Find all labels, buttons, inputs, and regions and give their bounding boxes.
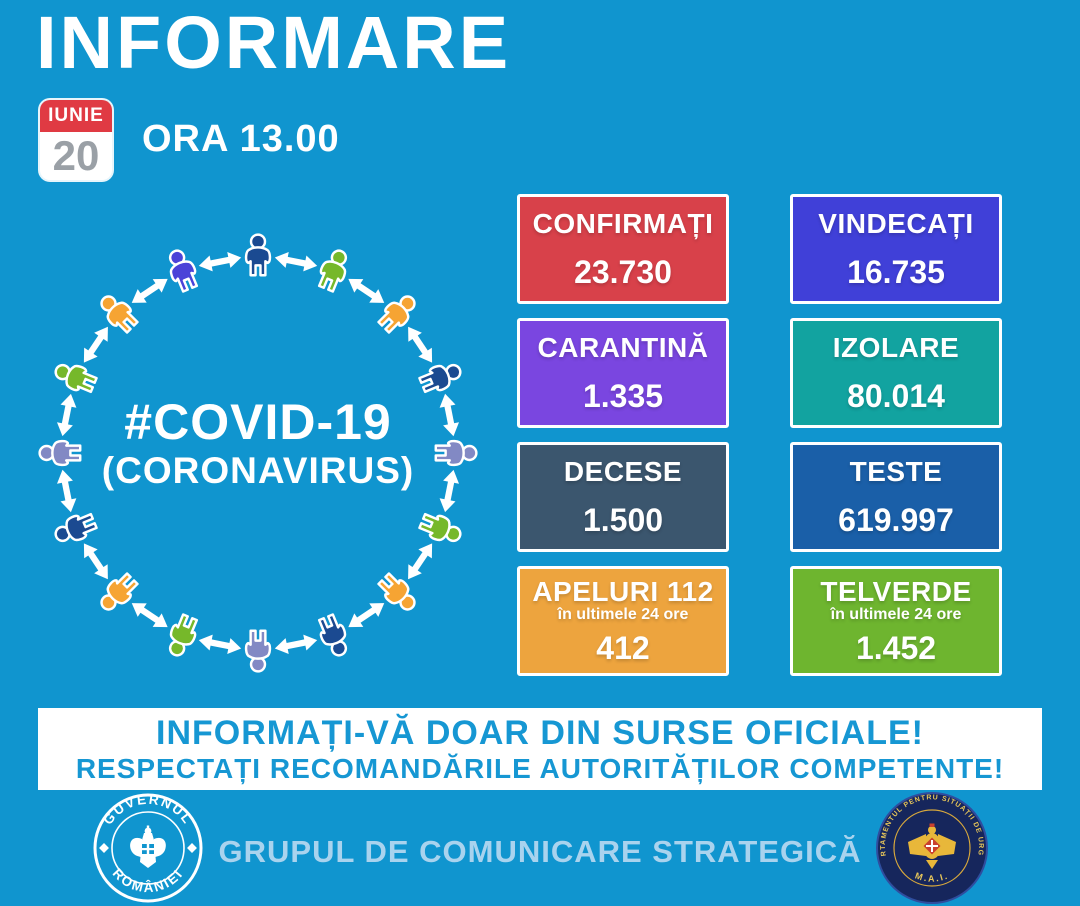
person-icon — [168, 249, 199, 293]
stat-value: 23.730 — [574, 253, 672, 290]
person-icon — [377, 295, 416, 334]
double-arrow-icon — [83, 326, 108, 363]
eagle-emblem-icon — [130, 825, 166, 868]
dsu-mai-text: M.A.I. — [914, 870, 950, 883]
stat-label: IZOLARE — [832, 331, 960, 363]
coronavirus-subtitle: (CORONAVIRUS) — [101, 450, 415, 491]
calendar-month: IUNIE — [40, 100, 112, 132]
stat-label: CONFIRMAȚI — [532, 207, 714, 239]
double-arrow-icon — [198, 252, 242, 272]
double-arrow-icon — [198, 634, 242, 655]
double-arrow-icon — [57, 469, 77, 513]
stat-sublabel: în ultimele 24 ore — [557, 605, 689, 623]
covid-hashtag: #COVID-19 — [124, 394, 392, 450]
person-icon — [317, 249, 348, 293]
person-icon — [168, 613, 199, 657]
time-label: ORA 13.00 — [142, 118, 340, 160]
double-arrow-icon — [408, 326, 433, 363]
stat-value: 1.335 — [582, 377, 664, 414]
dsu-eagle-emblem-icon — [908, 823, 956, 869]
stat-label: VINDECAȚI — [818, 207, 974, 239]
footer-message: GRUPUL DE COMUNICARE STRATEGICĂ — [218, 834, 862, 869]
stat-value: 1.500 — [582, 501, 664, 538]
stat-value: 80.014 — [847, 377, 945, 414]
banner-line-2: RESPECTAȚI RECOMANDĂRILE AUTORITĂȚILOR C… — [75, 752, 1005, 784]
stat-value: 1.452 — [855, 629, 937, 666]
page-title: INFORMARE — [36, 1, 512, 84]
person-icon — [377, 572, 416, 611]
person-icon — [434, 439, 478, 467]
person-icon — [100, 572, 139, 611]
double-arrow-icon — [83, 543, 108, 580]
dsu-mai-seal-icon: DEPARTAMENTUL PENTRU SITUAȚII DE URGENȚĂ… — [874, 790, 988, 904]
person-icon — [244, 629, 272, 673]
double-arrow-icon — [131, 278, 168, 303]
stat-card-decese: DECESE 1.500 — [517, 442, 729, 552]
stat-card-vindecati: VINDECAȚI 16.735 — [790, 194, 1002, 304]
stats-grid: CONFIRMAȚI 23.730 VINDECAȚI 16.735 CARAN… — [517, 194, 1002, 676]
stat-label: DECESE — [563, 455, 683, 487]
stat-label: APELURI 112 — [532, 575, 714, 607]
double-arrow-icon — [56, 393, 77, 437]
stat-card-teste: TESTE 619.997 — [790, 442, 1002, 552]
stat-card-apeluri-112: APELURI 112 în ultimele 24 ore 412 — [517, 566, 729, 676]
double-arrow-icon — [439, 393, 459, 437]
stat-label: TESTE — [849, 455, 943, 487]
seal-outer-ring — [93, 793, 203, 903]
stat-value: 412 — [596, 629, 650, 666]
stat-value: 16.735 — [847, 253, 945, 290]
stat-card-izolare: IZOLARE 80.014 — [790, 318, 1002, 428]
seal-left-diamond — [99, 843, 109, 853]
banner-line-1: INFORMAȚI-VĂ DOAR DIN SURSE OFICIALE! — [156, 713, 924, 752]
double-arrow-icon — [348, 603, 385, 628]
dsu-inner-ring — [893, 809, 971, 887]
person-icon — [317, 613, 348, 657]
stat-sublabel: în ultimele 24 ore — [830, 605, 962, 623]
person-icon — [418, 512, 462, 543]
transmission-ring-section: #COVID-19 (CORONAVIRUS) — [38, 226, 478, 680]
double-arrow-icon — [131, 603, 168, 628]
double-arrow-icon — [348, 278, 385, 303]
official-sources-banner: INFORMAȚI-VĂ DOAR DIN SURSE OFICIALE! RE… — [38, 708, 1042, 790]
stat-card-confirmati: CONFIRMAȚI 23.730 — [517, 194, 729, 304]
stat-label: CARANTINĂ — [537, 331, 709, 363]
person-icon — [244, 233, 272, 277]
person-icon — [418, 363, 462, 394]
seal-top-text: GUVERNUL — [100, 792, 196, 828]
person-icon — [54, 512, 98, 543]
calendar-day: 20 — [52, 132, 100, 179]
transmission-ring — [38, 233, 478, 673]
stat-value: 619.997 — [838, 501, 954, 538]
double-arrow-icon — [274, 251, 318, 272]
double-arrow-icon — [439, 469, 460, 513]
seal-bottom-text: ROMÂNIEI — [110, 866, 187, 896]
person-icon — [38, 439, 82, 467]
hero-text: #COVID-19 (CORONAVIRUS) — [38, 394, 478, 491]
guvernul-romaniei-seal-icon: GUVERNUL ROMÂNIEI — [93, 792, 203, 903]
double-arrow-icon — [274, 634, 318, 654]
stat-card-telverde: TELVERDE în ultimele 24 ore 1.452 — [790, 566, 1002, 676]
stat-label: TELVERDE — [820, 575, 972, 607]
person-icon — [100, 295, 139, 334]
double-arrow-icon — [408, 543, 433, 580]
seal-right-diamond — [187, 843, 197, 853]
person-icon — [54, 363, 98, 394]
stat-card-carantina: CARANTINĂ 1.335 — [517, 318, 729, 428]
calendar-badge: IUNIE 20 — [40, 100, 112, 180]
seal-inner-ring — [111, 811, 185, 885]
